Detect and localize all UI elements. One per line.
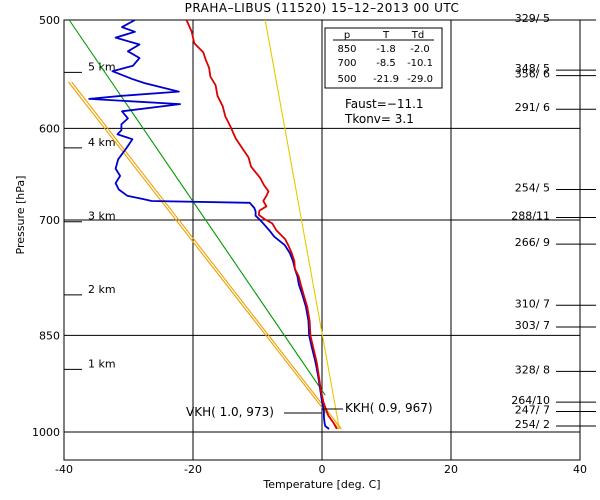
wind-label: 356/ 6 <box>515 68 550 81</box>
y-tick-label: 850 <box>39 329 60 342</box>
faust-label: Faust=−11.1 <box>345 97 424 111</box>
y-tick-label: 1000 <box>32 426 60 439</box>
x-tick-label: 40 <box>573 463 587 476</box>
height-label: 3 km <box>88 210 116 223</box>
table-cell: -21.9 <box>373 74 399 85</box>
reference-yellow-line <box>264 19 340 430</box>
table-header-p: p <box>344 30 350 41</box>
wind-label: 266/ 9 <box>515 236 550 249</box>
tkonv-label: Tkonv= 3.1 <box>344 112 414 126</box>
wind-label: 310/ 7 <box>515 297 550 310</box>
reference-green-line <box>68 19 326 396</box>
height-label: 2 km <box>88 283 116 296</box>
height-scale: 5 km4 km3 km2 km1 km <box>64 60 116 370</box>
x-tick-label: -20 <box>184 463 202 476</box>
dewpoint-line <box>88 19 330 430</box>
info-table: p T Td 850 -1.8 -2.0 700 -8.5 -10.1 500 … <box>324 27 443 89</box>
wind-label: 264/10 <box>511 394 550 407</box>
table-cell: -1.8 <box>376 44 396 55</box>
height-label: 1 km <box>88 357 116 370</box>
temperature-line <box>185 19 338 430</box>
table-cell: -29.0 <box>407 74 433 85</box>
table-cell: 500 <box>337 74 356 85</box>
wind-label: 247/ 7 <box>515 403 550 416</box>
wind-label: 288/11 <box>511 209 550 222</box>
wind-label: 254/ 2 <box>515 418 550 431</box>
series-layer <box>68 19 342 430</box>
y-tick-label: 600 <box>39 122 60 135</box>
kkh-label: KKH( 0.9, 967) <box>345 401 433 415</box>
table-cell: -8.5 <box>376 58 396 69</box>
y-tick-label: 500 <box>39 14 60 27</box>
chart-title: PRAHA–LIBUS (11520) 15–12–2013 00 UTC <box>185 1 460 15</box>
reference-orange-2-line <box>71 81 342 430</box>
x-tick-label: 20 <box>444 463 458 476</box>
table-cell: -2.0 <box>410 44 430 55</box>
wind-label: 329/ 5 <box>515 12 550 25</box>
y-tick-label: 700 <box>39 214 60 227</box>
x-axis-label: Temperature [deg. C] <box>262 478 380 491</box>
table-header-t: T <box>382 30 390 41</box>
table-cell: 850 <box>337 44 356 55</box>
table-header-td: Td <box>411 30 424 41</box>
info-table-frame <box>324 27 443 89</box>
wind-label: 303/ 7 <box>515 319 550 332</box>
reference-orange-1-line <box>68 81 340 430</box>
wind-label: 328/ 8 <box>515 363 550 376</box>
x-tick-label: -40 <box>55 463 73 476</box>
vkh-label: VKH( 1.0, 973) <box>186 405 274 419</box>
height-label: 4 km <box>88 136 116 149</box>
y-axis-label: Pressure [hPa] <box>14 176 27 255</box>
wind-label: 291/ 6 <box>515 101 550 114</box>
grid: -40 -20 0 20 40 500 600 700 850 1000 <box>32 14 587 476</box>
table-cell: 700 <box>337 58 356 69</box>
x-tick-label: 0 <box>319 463 326 476</box>
wind-label: 348/ 5 <box>515 62 550 75</box>
wind-label: 254/ 5 <box>515 182 550 195</box>
table-cell: -10.1 <box>407 58 433 69</box>
